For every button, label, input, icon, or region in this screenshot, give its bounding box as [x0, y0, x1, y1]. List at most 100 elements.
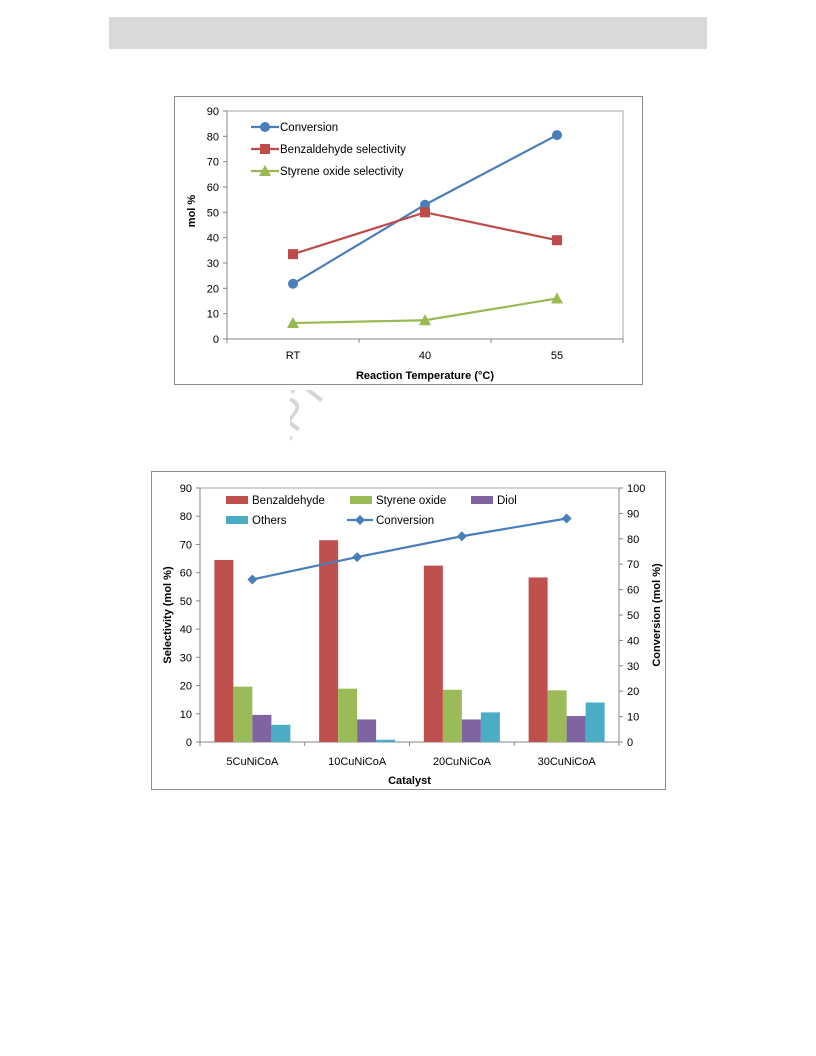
- data-point: [288, 249, 298, 260]
- series-4: [247, 513, 572, 585]
- x-tick-label: 30CuNiCoA: [538, 756, 597, 768]
- data-point: [456, 531, 467, 542]
- legend-swatch: [350, 496, 372, 504]
- y-tick-label: 90: [180, 483, 192, 495]
- y-tick-label: 20: [207, 283, 219, 295]
- y-tick-label: 30: [207, 258, 219, 270]
- x-tick-label: RT: [286, 350, 301, 362]
- y-tick-label: 70: [207, 157, 219, 169]
- y-tick-label: 0: [213, 334, 219, 346]
- x-axis-title: Catalyst: [388, 775, 431, 787]
- series-line: [252, 517, 567, 581]
- y-tick-label: 30: [180, 652, 192, 664]
- temperature-line-chart: 0 10 20 30 40 50 60 70 80 90 RT 40 55 Reaction Temper…: [174, 96, 643, 385]
- legend-label: Benzaldehyde selectivity: [280, 144, 406, 156]
- y-axis-title: mol %: [186, 195, 198, 228]
- legend-label: Benzaldehyde: [252, 495, 325, 507]
- series-3: [271, 702, 605, 742]
- legend-swatch-marker: [259, 165, 271, 176]
- y2-tick-label: 90: [627, 508, 639, 520]
- x-tick-label: 10CuNiCoA: [328, 756, 387, 768]
- y2-tick-label: 40: [627, 635, 639, 647]
- y-tick-label: 40: [207, 233, 219, 245]
- y-tick-label: 70: [180, 539, 192, 551]
- bar: [480, 712, 500, 742]
- series-1: [233, 686, 567, 742]
- bar: [566, 716, 586, 742]
- legend-swatch-marker: [355, 515, 365, 525]
- y2-axis-title: Conversion (mol %): [651, 563, 663, 667]
- y2-tick-label: 20: [627, 686, 639, 698]
- y2-tick-label: 70: [627, 559, 639, 571]
- legend-swatch: [226, 496, 248, 504]
- legend-swatch: [226, 516, 248, 524]
- series-2: [287, 292, 563, 329]
- y-tick-label: 50: [207, 207, 219, 219]
- y-tick-label: 40: [180, 624, 192, 636]
- legend-swatch-marker: [260, 144, 270, 154]
- data-point: [551, 292, 563, 304]
- x-tick-label: 40: [419, 350, 431, 362]
- bar: [585, 702, 605, 742]
- data-point: [288, 278, 298, 289]
- bar: [461, 719, 481, 742]
- catalyst-bar-chart: 0 10 20 30 40 50 60 70 80 90 0 10 20 30 40 50 60 70 80 90 10…: [151, 471, 666, 790]
- series-0: [214, 540, 548, 742]
- legend-label: Diol: [497, 495, 517, 507]
- legend-swatch-marker: [260, 122, 270, 132]
- y-tick-label: 80: [207, 131, 219, 143]
- y2-tick-label: 100: [627, 483, 645, 495]
- bar: [547, 690, 567, 742]
- data-point: [420, 207, 430, 218]
- bar: [357, 719, 377, 742]
- bar: [376, 739, 396, 742]
- legend-label: Styrene oxide: [376, 495, 446, 507]
- y2-tick-label: 80: [627, 534, 639, 546]
- header-bar: [109, 17, 707, 49]
- y-tick-label: 10: [207, 309, 219, 321]
- legend-label: Others: [252, 515, 287, 527]
- y2-tick-label: 50: [627, 610, 639, 622]
- y2-tick-label: 30: [627, 661, 639, 673]
- series-2: [252, 714, 586, 742]
- x-tick-label: 5CuNiCoA: [226, 756, 279, 768]
- y2-tick-label: 60: [627, 585, 639, 597]
- x-tick-label: 55: [551, 350, 563, 362]
- y-tick-label: 50: [180, 596, 192, 608]
- legend-label: Conversion: [376, 515, 434, 527]
- bar: [214, 559, 234, 742]
- y-tick-label: 60: [180, 568, 192, 580]
- bar: [233, 686, 253, 742]
- bar: [252, 714, 272, 742]
- temperature-line-chart-svg: 0 10 20 30 40 50 60 70 80 90 RT 40 55 Reaction Temper…: [186, 106, 624, 382]
- bar: [338, 688, 358, 742]
- y-tick-label: 10: [180, 709, 192, 721]
- bar: [423, 565, 443, 742]
- bar: [319, 540, 339, 742]
- y2-tick-label: 10: [627, 712, 639, 724]
- series-line: [292, 211, 558, 256]
- y2-tick-label: 0: [627, 737, 633, 749]
- bar: [271, 724, 291, 742]
- y-tick-label: 20: [180, 681, 192, 693]
- legend-label: Styrene oxide selectivity: [280, 166, 404, 178]
- x-tick-label: 20CuNiCoA: [433, 756, 492, 768]
- data-point: [247, 574, 258, 585]
- y-tick-label: 60: [207, 182, 219, 194]
- data-point: [552, 235, 562, 246]
- y-tick-label: 80: [180, 511, 192, 523]
- legend-label: Conversion: [280, 122, 338, 134]
- y-axis-title: Selectivity (mol %): [162, 566, 174, 664]
- bar: [442, 689, 462, 742]
- data-point: [419, 314, 431, 326]
- series-1: [288, 207, 562, 260]
- data-point: [352, 552, 363, 563]
- bar: [528, 577, 548, 742]
- legend-swatch: [471, 496, 493, 504]
- catalyst-bar-chart-svg: 0 10 20 30 40 50 60 70 80 90 0 10 20 30 40 50 60 70 80 90 10…: [162, 483, 663, 787]
- y-tick-label: 90: [207, 106, 219, 118]
- data-point: [287, 317, 299, 329]
- data-point: [552, 130, 562, 141]
- data-point: [420, 199, 430, 210]
- data-point: [561, 513, 572, 524]
